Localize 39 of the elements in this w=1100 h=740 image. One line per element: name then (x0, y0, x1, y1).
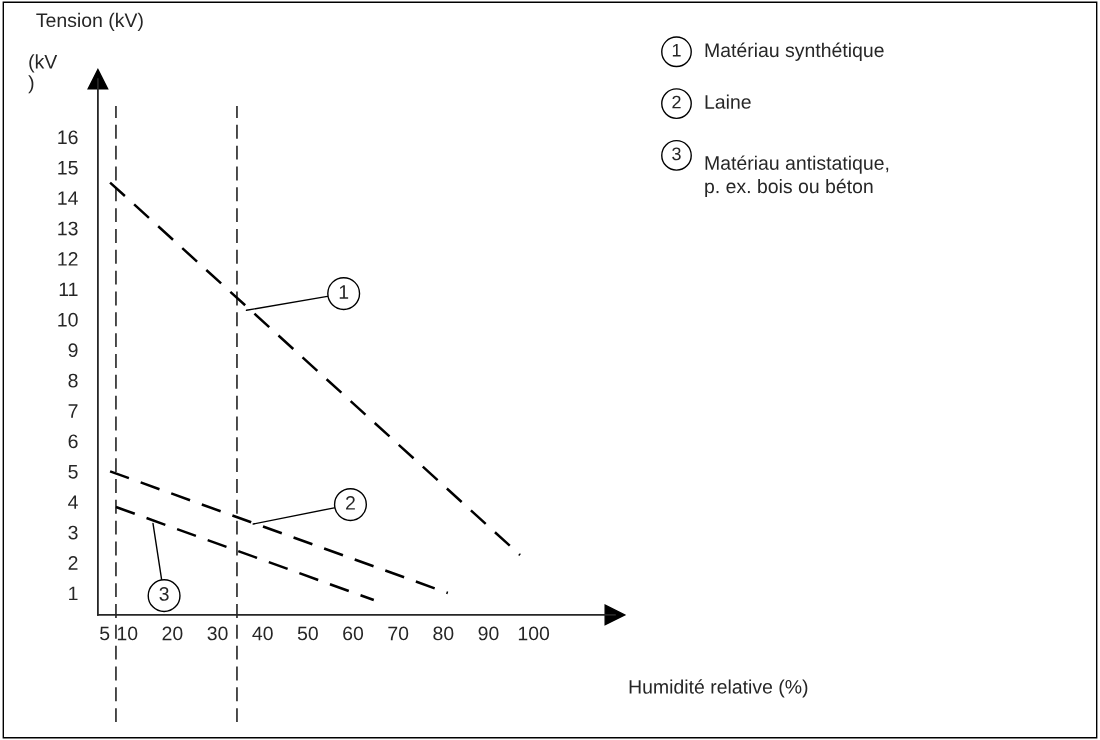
y-tick-label: 9 (68, 343, 78, 358)
legend-label: Matériau synthétique (705, 42, 884, 61)
text: (kV ) (28, 54, 58, 94)
y-tick-label: 11 (59, 282, 78, 297)
y-tick-label: 3 (68, 525, 78, 540)
y-tick-label: 2 (68, 556, 78, 570)
x-axis-title: Humidité relative (%) (629, 679, 808, 698)
y-axis-title: Tension (kV) (36, 12, 143, 31)
x-tick-label: 10 (117, 626, 138, 641)
y-tick-label: 13 (58, 221, 78, 236)
annotation: 3 (159, 587, 169, 601)
y-tick-label: 5 (68, 465, 78, 479)
y-tick-label: 4 (68, 495, 78, 509)
x-tick-label: 100 (518, 626, 550, 641)
y-tick-label: 8 (68, 373, 78, 388)
annotation: 1 (339, 285, 349, 299)
y-tick-label: 14 (58, 191, 78, 205)
text: 3 (672, 147, 681, 161)
text: 1 (672, 44, 681, 57)
x-tick-label: 40 (252, 626, 273, 641)
annotation: 2 (346, 496, 355, 510)
x-tick-label: 30 (207, 626, 228, 641)
legend-label: Laine (705, 94, 751, 109)
y-tick-label: 16 (58, 130, 78, 145)
x-tick-label: 60 (343, 626, 364, 641)
y-tick-label: 15 (58, 161, 78, 175)
y-tick-label: 1 (69, 586, 78, 601)
y-tick-label: 6 (68, 434, 78, 449)
y-tick-label: 7 (68, 404, 78, 418)
x-tick-label: 70 (388, 626, 409, 641)
x-tick-label: 20 (162, 626, 183, 641)
y-tick-label: 10 (58, 312, 78, 327)
x-tick-label: 5 (100, 626, 110, 641)
legend-label: Matériau antistatique, p. ex. bois ou béton (705, 155, 889, 198)
y-tick-label: 12 (58, 252, 78, 266)
text: 2 (672, 95, 681, 109)
x-tick-label: 50 (297, 626, 318, 641)
x-tick-label: 90 (478, 626, 499, 641)
x-tick-label: 80 (433, 626, 454, 641)
